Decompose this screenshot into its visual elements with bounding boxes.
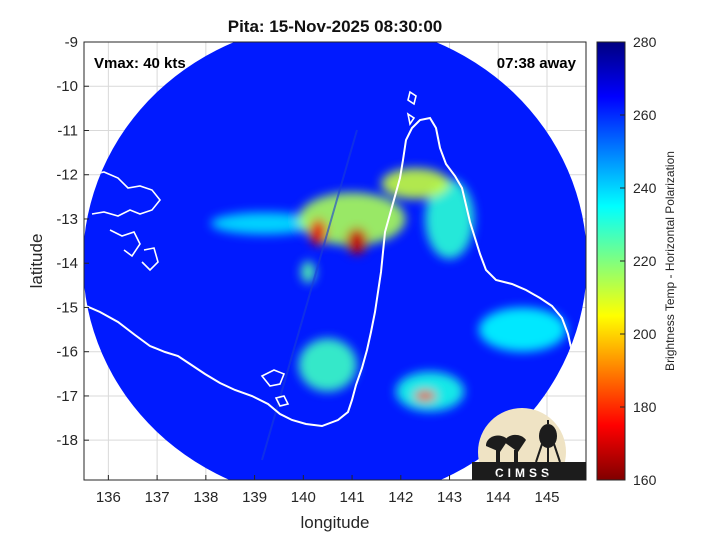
x-tick-label-5: 141	[340, 489, 365, 506]
x-tick-label-9: 145	[534, 489, 559, 506]
vmax-label: Vmax: 40 kts	[94, 55, 186, 72]
brightness-temp-feature-3	[425, 179, 474, 259]
x-axis: 136 137 138 139 140 141 142 143 144 145	[96, 475, 560, 506]
y-tick-label-4: -13	[56, 211, 78, 228]
colorbar-tick-label-5: 260	[633, 107, 657, 123]
y-tick-label-8: -17	[56, 388, 78, 405]
y-tick-label-9: -18	[56, 432, 78, 449]
colorbar-ticks: 160 180 200 220 240 260 280	[620, 34, 657, 488]
colorbar-tick-label-4: 240	[633, 180, 657, 196]
x-tick-label-6: 142	[388, 489, 413, 506]
cimss-logo-text: CIMSS	[495, 466, 553, 480]
brightness-temp-feature-0	[210, 212, 318, 235]
cimss-logo: CIMSS	[472, 408, 586, 480]
brightness-temp-feature-1	[478, 307, 567, 352]
brightness-temp-feature-8	[414, 390, 436, 402]
y-tick-label-0: -9	[65, 34, 78, 51]
swath-seam	[261, 129, 358, 461]
time-away-label: 07:38 away	[497, 55, 577, 72]
y-tick-label-7: -16	[56, 344, 78, 361]
colorbar-tick-label-2: 200	[633, 326, 657, 342]
y-tick-label-6: -15	[56, 299, 78, 316]
x-axis-label: longitude	[300, 513, 369, 532]
x-tick-label-2: 138	[193, 489, 218, 506]
colorbar-tick-label-0: 160	[633, 472, 657, 488]
coastline	[84, 116, 586, 428]
axes-frame	[83, 41, 587, 481]
x-tick-label-4: 140	[291, 489, 316, 506]
colorbar-tick-label-1: 180	[633, 399, 657, 415]
brightness-temp-feature-10	[346, 227, 368, 255]
chart-title: Pita: 15-Nov-2025 08:30:00	[228, 17, 443, 36]
brightness-temp-features	[210, 168, 567, 412]
x-tick-label-0: 136	[96, 489, 121, 506]
y-tick-label-2: -11	[57, 122, 78, 139]
x-tick-label-7: 143	[437, 489, 462, 506]
colorbar-label: Brightness Temp - Horizontal Polarizatio…	[663, 151, 677, 371]
y-axis: -9 -10 -11 -12 -13 -14 -15 -16 -17 -18	[56, 34, 89, 449]
y-tick-label-3: -12	[56, 167, 78, 184]
brightness-temp-background	[84, 42, 586, 480]
x-tick-label-1: 137	[145, 489, 170, 506]
x-tick-label-8: 144	[486, 489, 511, 506]
brightness-temp-feature-9	[309, 218, 327, 246]
brightness-temp-feature-5	[300, 261, 316, 284]
x-tick-label-3: 139	[242, 489, 267, 506]
y-tick-label-1: -10	[56, 78, 78, 95]
colorbar-tick-label-6: 280	[633, 34, 657, 50]
y-axis-label: latitude	[27, 234, 46, 289]
colorbar-tick-label-3: 220	[633, 253, 657, 269]
brightness-temp-feature-7	[381, 168, 450, 200]
y-tick-label-5: -14	[56, 255, 78, 272]
brightness-temp-feature-4	[298, 338, 357, 392]
coastline-gulf-islands	[85, 90, 417, 407]
